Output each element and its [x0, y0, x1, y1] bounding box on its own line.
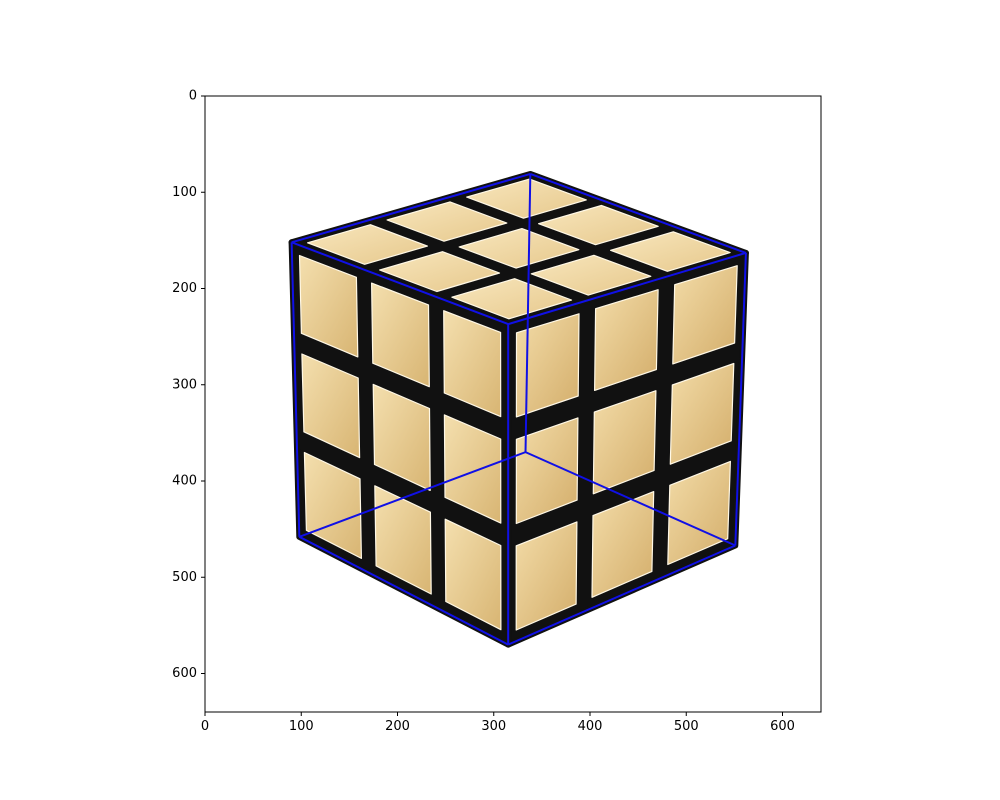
top-face-tile	[609, 231, 731, 272]
left-face-tile	[372, 383, 431, 491]
wireframe-edge	[290, 242, 301, 537]
right-face-tile	[592, 390, 657, 495]
wireframe-edge	[529, 173, 747, 254]
x-tick-label: 600	[770, 719, 795, 734]
y-tick-label: 600	[172, 666, 197, 681]
right-face-tile	[672, 265, 738, 365]
wireframe-edge	[507, 544, 736, 646]
left-face-tile	[443, 414, 502, 524]
right-face-tile	[593, 289, 659, 391]
y-axis-ticks: 0 100 200 300 400 500 600	[172, 89, 205, 681]
right-face-tile	[515, 417, 579, 525]
wireframe-edge	[291, 241, 509, 326]
y-tick-label: 0	[189, 89, 197, 104]
y-tick-label: 300	[172, 377, 197, 392]
x-tick-label: 0	[201, 719, 209, 734]
left-face-tile	[298, 254, 359, 358]
left-face-tile	[374, 485, 432, 595]
right-face-tile	[669, 362, 735, 465]
top-face-tile	[458, 228, 580, 269]
top-face-tile	[537, 204, 659, 246]
top-face-tile	[466, 178, 587, 219]
x-tick-label: 100	[289, 719, 314, 734]
wireframe-edge	[524, 173, 532, 453]
x-tick-label: 200	[385, 719, 410, 734]
left-face-tile	[301, 353, 361, 459]
right-face-tile	[515, 521, 578, 631]
y-tick-label: 200	[172, 281, 197, 296]
top-face-tile	[386, 201, 508, 242]
left-face-tile	[371, 282, 430, 388]
right-face-tile	[515, 313, 580, 418]
wireframe-edge	[298, 451, 526, 538]
y-tick-label: 400	[172, 474, 197, 489]
x-axis-ticks: 0 100 200 300 400 500 600	[201, 712, 795, 734]
top-face-tile	[451, 278, 573, 320]
wireframe-edge	[291, 173, 531, 244]
y-tick-label: 100	[172, 185, 197, 200]
left-face-tile	[443, 310, 502, 418]
x-tick-label: 300	[481, 719, 506, 734]
bounding-box-wireframe	[290, 173, 747, 646]
left-face-tile	[303, 451, 362, 560]
top-face-tile	[530, 254, 652, 296]
x-tick-label: 500	[674, 719, 699, 734]
right-face-tile	[667, 460, 732, 566]
top-face-tile	[307, 224, 428, 265]
wireframe-edge	[525, 451, 736, 547]
x-tick-label: 400	[578, 719, 603, 734]
top-face-tile	[379, 251, 501, 293]
wireframe-edge	[734, 252, 747, 546]
y-tick-label: 500	[172, 570, 197, 585]
wireframe-edge	[298, 535, 509, 646]
left-face-tile	[444, 518, 502, 631]
wireframe-edge	[507, 251, 747, 326]
